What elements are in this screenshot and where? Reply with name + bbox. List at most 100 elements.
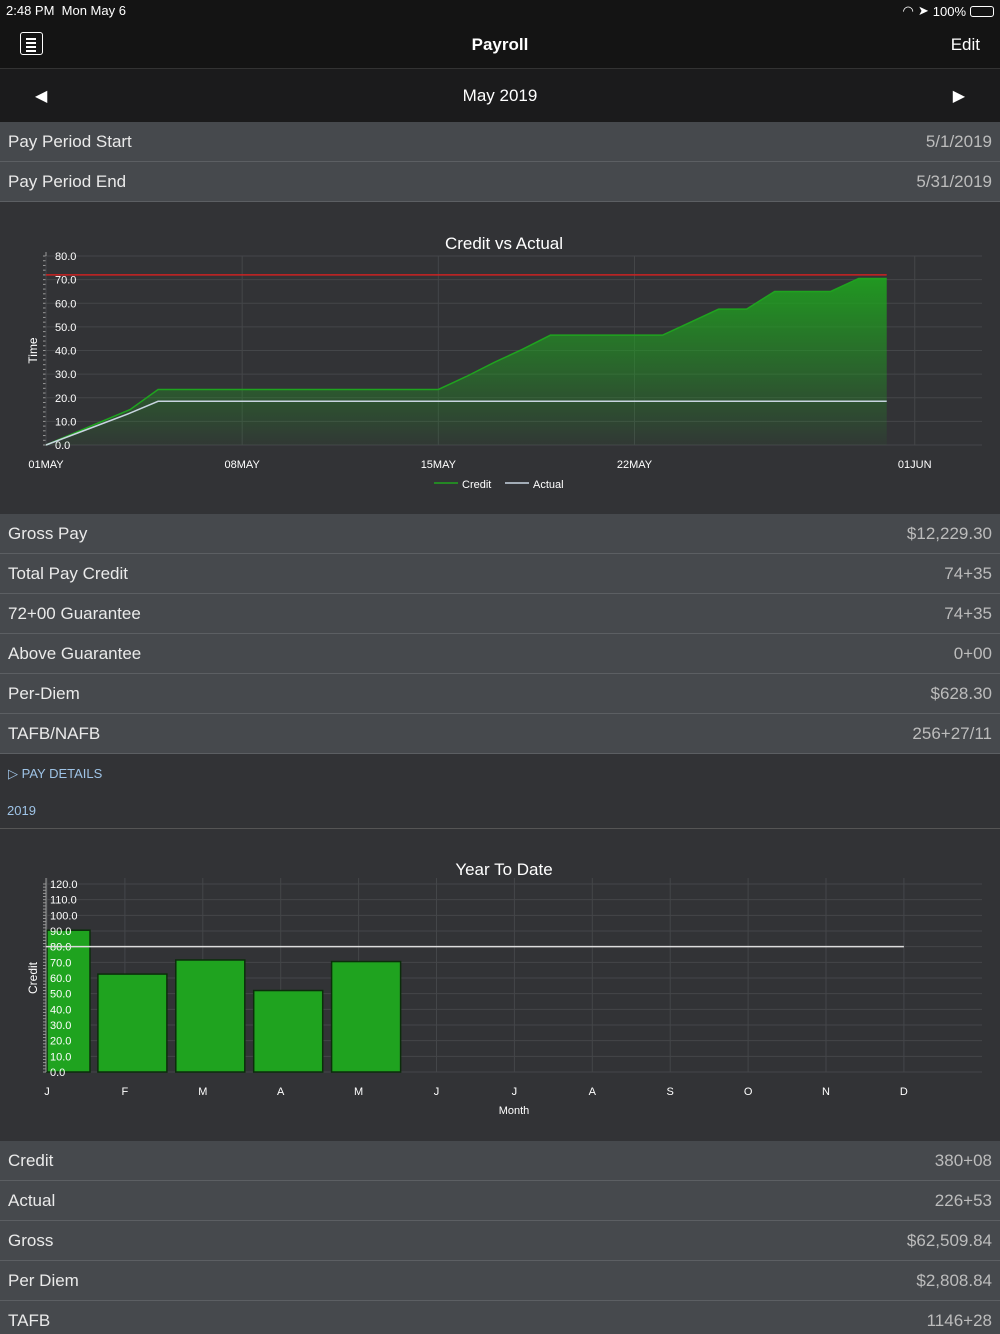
- row-label: Per Diem: [8, 1271, 79, 1290]
- y-axis-label: Time: [26, 337, 40, 364]
- row-label: Per-Diem: [8, 684, 80, 703]
- edit-button[interactable]: Edit: [950, 35, 980, 54]
- x-tick-label: M: [198, 1086, 207, 1098]
- pay-details-label: PAY DETAILS: [21, 766, 103, 781]
- battery-percent: 100%: [932, 3, 966, 19]
- year-to-date-svg: Year To Date 0.0 10.0 20.0 30.0 40.0 50.0 60.0 7…: [26, 860, 982, 1117]
- row-value: $2,808.84: [916, 1271, 992, 1290]
- y-tick-label: 50.0: [55, 322, 76, 334]
- x-tick-label: J: [434, 1086, 440, 1098]
- row-value: 226+53: [934, 1191, 992, 1210]
- x-tick-label: 08MAY: [225, 459, 261, 471]
- row-value: 256+27/11: [912, 724, 992, 743]
- y-tick-label: 10.0: [50, 1051, 71, 1063]
- page-title: Payroll: [471, 35, 529, 54]
- y-tick-label: 40.0: [55, 346, 76, 358]
- row-label: 72+00 Guarantee: [8, 604, 141, 623]
- row-value: 74+35: [944, 604, 992, 623]
- bar: [252, 989, 324, 1073]
- row-value: 380+08: [934, 1151, 992, 1170]
- x-tick-label: D: [900, 1086, 908, 1098]
- row-value: 0+00: [953, 644, 992, 663]
- wifi-icon: ◠: [902, 3, 914, 18]
- year-section-header: 2019: [7, 803, 36, 818]
- previous-month-button[interactable]: ◀: [35, 88, 48, 105]
- legend-actual-label: Actual: [533, 479, 564, 491]
- section-divider: [0, 828, 1000, 829]
- legend-credit-label: Credit: [462, 479, 491, 491]
- credit-vs-actual-svg: Credit vs Actual0.010.020.030.040.050.06…: [26, 234, 982, 491]
- y-tick-label: 50.0: [50, 989, 71, 1001]
- next-month-button[interactable]: ▶: [952, 88, 965, 105]
- x-tick-label: M: [354, 1086, 363, 1098]
- y-tick-label: 100.0: [50, 910, 78, 922]
- y-tick-label: 60.0: [50, 973, 71, 985]
- x-tick-label: 22MAY: [617, 459, 653, 471]
- bar: [46, 929, 91, 1073]
- row-label: TAFB/NAFB: [8, 724, 101, 743]
- bar: [97, 973, 168, 1073]
- status-time: 2:48 PM Mon May 6: [6, 3, 126, 18]
- above-guarantee-row: Above Guarantee 0+00: [0, 634, 1000, 674]
- bar: [330, 960, 402, 1073]
- chart-title: Year To Date: [455, 860, 552, 879]
- y-tick-label: 10.0: [55, 416, 76, 428]
- row-value: 1146+28: [926, 1311, 992, 1330]
- gross-pay-row: Gross Pay $12,229.30: [0, 514, 1000, 554]
- row-label: Pay Period Start: [8, 132, 132, 151]
- row-label: Gross: [8, 1231, 54, 1250]
- month-label: May 2019: [462, 86, 538, 105]
- month-selector: ◀ May 2019 ▶: [0, 69, 1000, 122]
- ytd-per-diem-row: Per Diem $2,808.84: [0, 1261, 1000, 1301]
- row-label: Pay Period End: [8, 172, 127, 191]
- x-tick-label: J: [512, 1086, 518, 1098]
- y-tick-label: 60.0: [55, 298, 76, 310]
- ytd-credit-row: Credit 380+08: [0, 1141, 1000, 1181]
- list-icon[interactable]: [20, 32, 43, 55]
- x-tick-label: F: [122, 1086, 129, 1098]
- x-tick-label: 15MAY: [421, 459, 457, 471]
- tafb-nafb-row: TAFB/NAFB 256+27/11: [0, 714, 1000, 754]
- pay-period-start-row: Pay Period Start 5/1/2019: [0, 122, 1000, 162]
- year-to-date-chart: Year To Date 0.0 10.0 20.0 30.0 40.0 50.0 60.0 7…: [0, 829, 1000, 1141]
- x-tick-label: S: [667, 1086, 674, 1098]
- row-label: Credit: [8, 1151, 54, 1170]
- y-tick-label: 90.0: [50, 926, 71, 938]
- row-value: 5/1/2019: [925, 132, 992, 151]
- row-label: Actual: [8, 1191, 56, 1210]
- disclosure-triangle-icon: ▷: [8, 766, 18, 781]
- y-tick-label: 30.0: [50, 1020, 71, 1032]
- row-value: $62,509.84: [906, 1231, 992, 1250]
- status-indicators: ◠ ➤ 100%: [902, 3, 994, 19]
- x-tick-label: N: [822, 1086, 830, 1098]
- x-tick-label: J: [44, 1086, 50, 1098]
- y-axis-label: Credit: [26, 961, 40, 994]
- location-icon: ➤: [917, 3, 929, 18]
- credit-vs-actual-chart: Credit vs Actual 0.0 10.0 20.0 30.0 40.0 50.0 6…: [0, 202, 1000, 515]
- row-value: 74+35: [944, 564, 992, 583]
- bar: [175, 959, 246, 1073]
- row-value: $628.30: [930, 684, 992, 703]
- pay-details-toggle[interactable]: ▷ PAY DETAILS: [8, 766, 102, 782]
- x-tick-label: 01MAY: [28, 459, 64, 471]
- x-tick-label: A: [277, 1086, 285, 1098]
- y-tick-label: 80.0: [55, 251, 76, 263]
- y-tick-label: 40.0: [50, 1004, 71, 1016]
- battery-icon: [970, 5, 994, 17]
- row-label: TAFB: [8, 1311, 51, 1330]
- y-tick-label: 20.0: [50, 1036, 71, 1048]
- y-tick-label: 70.0: [55, 275, 76, 287]
- ytd-tafb-row: TAFB 1146+28: [0, 1301, 1000, 1334]
- y-tick-label: 0.0: [50, 1067, 65, 1079]
- row-label: Gross Pay: [8, 524, 88, 543]
- actual-series-line: [45, 400, 887, 446]
- total-pay-credit-row: Total Pay Credit 74+35: [0, 554, 1000, 594]
- per-diem-row: Per-Diem $628.30: [0, 674, 1000, 714]
- y-tick-label: 70.0: [50, 957, 71, 969]
- row-value: $12,229.30: [906, 524, 992, 543]
- x-axis-label: Month: [499, 1105, 530, 1117]
- x-tick-label: A: [589, 1086, 597, 1098]
- guarantee-row: 72+00 Guarantee 74+35: [0, 594, 1000, 634]
- y-tick-label: 120.0: [50, 879, 78, 891]
- row-label: Total Pay Credit: [8, 564, 128, 583]
